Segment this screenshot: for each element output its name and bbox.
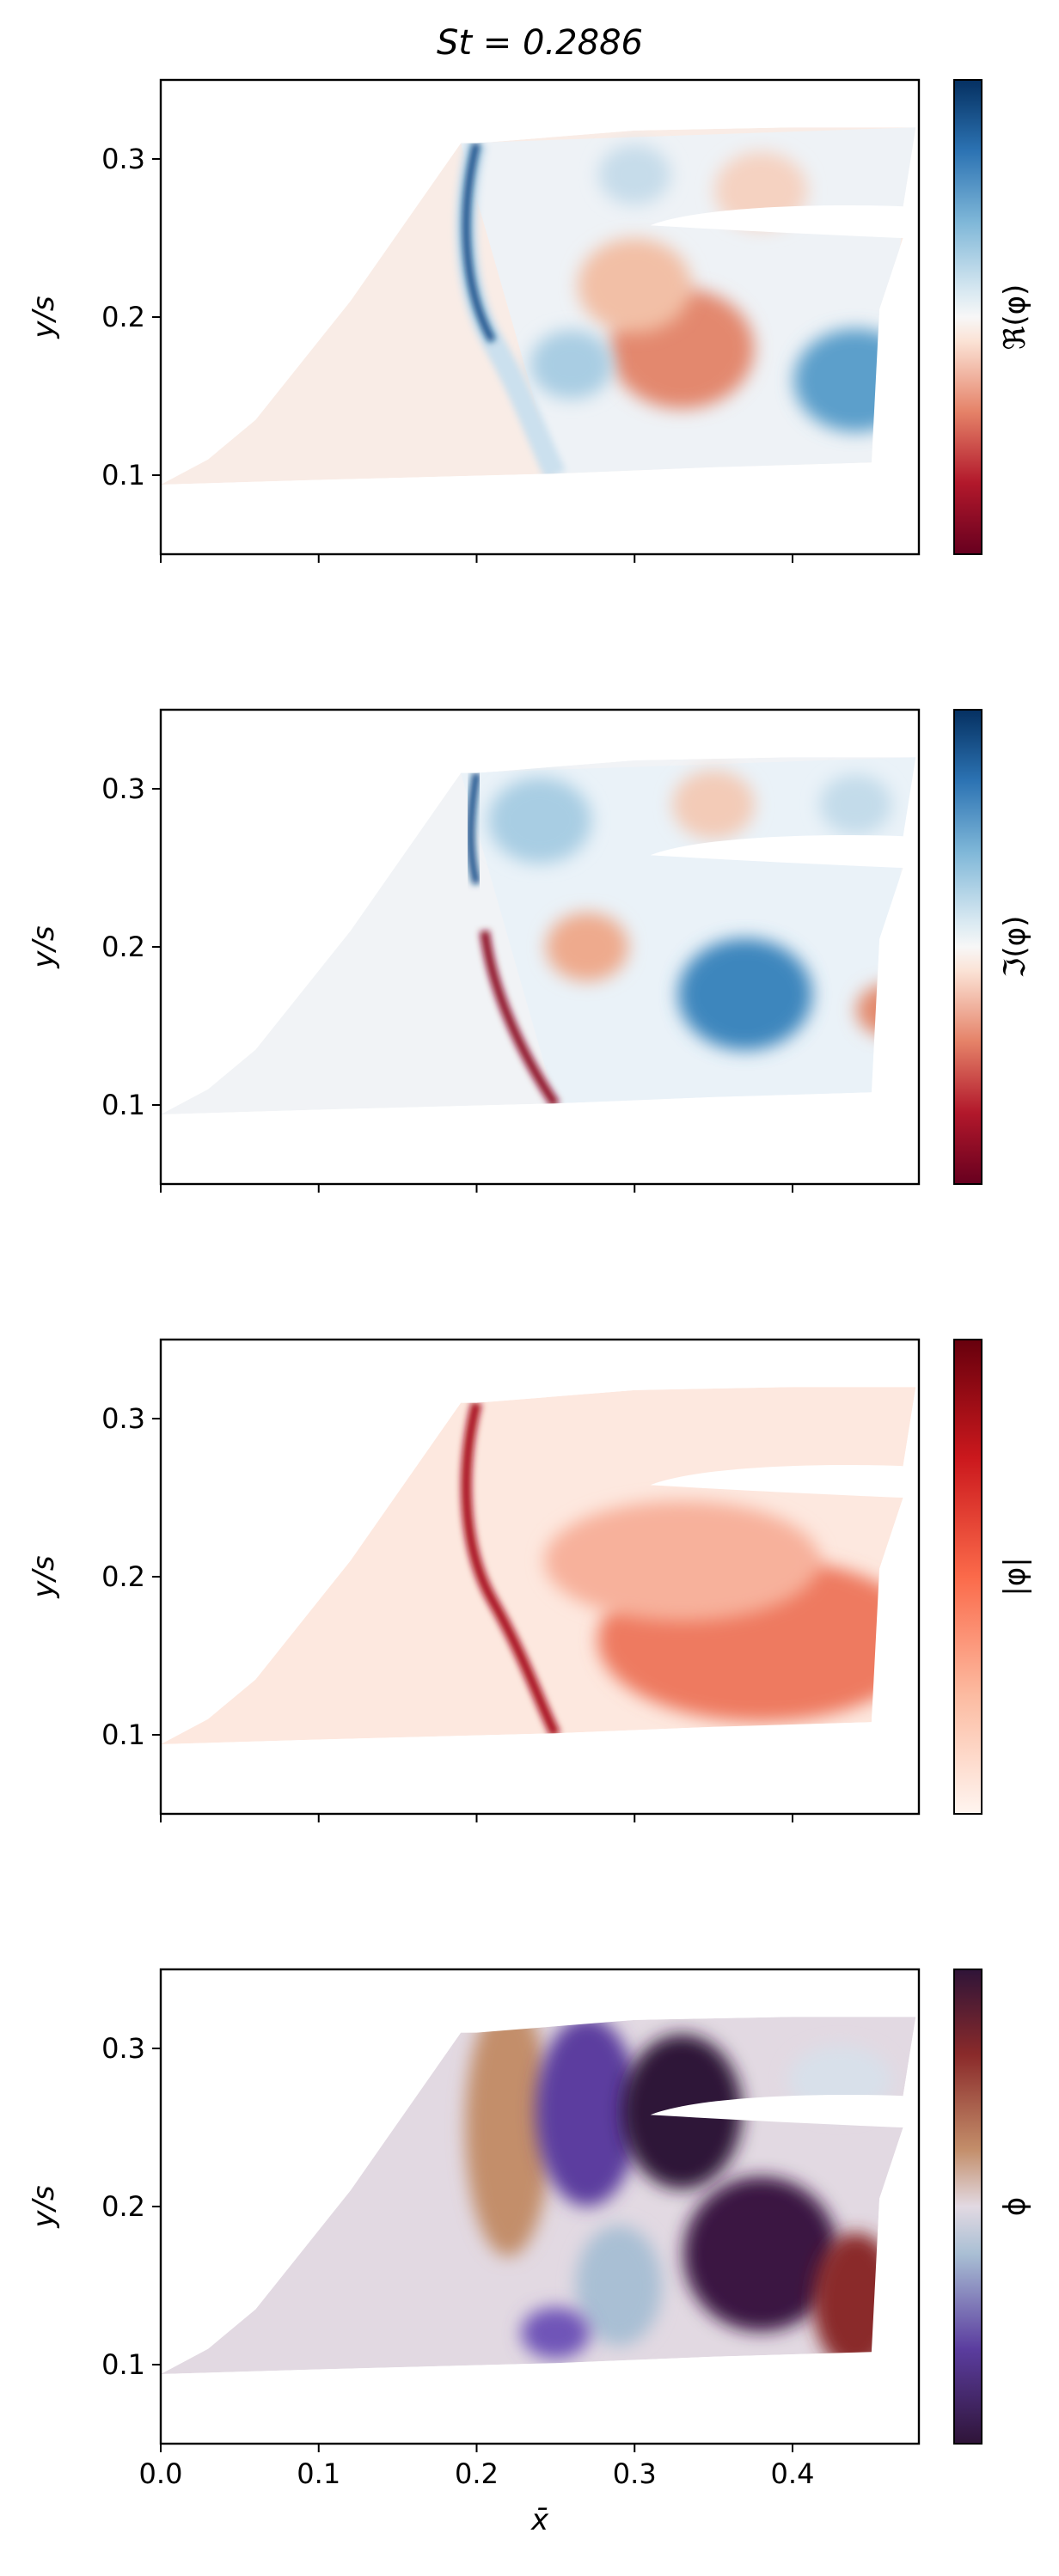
y-tick-label: 0.2: [101, 2190, 145, 2223]
phase-band-2: [536, 2017, 640, 2207]
chart-title: St = 0.2886: [437, 23, 643, 63]
colorbar: [953, 79, 982, 555]
colorbar-label: ℑ(φ): [998, 916, 1032, 979]
y-tick-label: 0.1: [101, 2348, 145, 2381]
y-tick-label: 0.2: [101, 1560, 145, 1593]
x-tick-label: 0.1: [297, 2457, 340, 2490]
y-tick-label: 0.3: [101, 2032, 145, 2065]
y-tick-label: 0.1: [101, 459, 145, 491]
y-tick-label: 0.2: [101, 301, 145, 333]
y-tick-label: 0.3: [101, 143, 145, 175]
y-tick-label: 0.1: [101, 1089, 145, 1121]
lobe-red-upper: [672, 770, 756, 839]
phase-band-6: [812, 2232, 899, 2371]
shock-line: [461, 1401, 560, 1737]
colorbar-label: ℜ(φ): [998, 284, 1032, 351]
phase-band-4: [575, 2225, 662, 2346]
panel-3: 0.1 0.2 0.3 y/s |φ|: [27, 1338, 1032, 1822]
panel-4: 0.1 0.2 0.3 0.0 0.1 0.2 0.3 0.4 y/s x̄ ϕ: [27, 1968, 1032, 2537]
lobe-blue-right: [819, 774, 892, 835]
shock-line-lower: [480, 930, 560, 1108]
y-axis-label: y/s: [27, 925, 61, 968]
y-tick-label: 0.2: [101, 931, 145, 963]
lobe-red-light: [578, 238, 692, 333]
x-axis-label: x̄: [530, 2503, 549, 2537]
shock-line-upper: [467, 772, 481, 885]
x-tick-label: 0.0: [139, 2457, 183, 2490]
field-plot: [161, 757, 916, 1114]
y-tick-label: 0.1: [101, 1718, 145, 1751]
phase-band-8: [521, 2307, 591, 2359]
y-tick-label: 0.3: [101, 1402, 145, 1435]
phase-band-1: [465, 2017, 552, 2256]
lobe-red-edge: [856, 984, 916, 1036]
blade-cutout: [650, 834, 903, 868]
colorbar: [953, 1339, 982, 1815]
lobe-blue-light: [530, 330, 613, 400]
lobe-blue: [677, 938, 812, 1051]
shock-line: [462, 142, 496, 343]
colorbar-label: ϕ: [998, 2197, 1032, 2216]
colorbar-label: |φ|: [998, 1557, 1032, 1596]
x-tick-label: 0.3: [613, 2457, 657, 2490]
y-axis-label: y/s: [27, 1555, 61, 1598]
blade-cutout: [650, 2094, 903, 2127]
panel-1: 0.1 0.2 0.3 y/s St = 0.2886 ℜ(φ): [27, 23, 1032, 563]
lobe-blue: [793, 328, 916, 432]
field-plot: [161, 1387, 916, 1744]
field-plot: [161, 127, 916, 485]
wake-mid: [544, 1500, 820, 1621]
y-axis-label: y/s: [27, 296, 61, 339]
colorbar: [953, 1969, 982, 2445]
x-tick-label: 0.2: [455, 2457, 499, 2490]
x-tick-label: 0.4: [771, 2457, 815, 2490]
lobe-blue-upper: [488, 777, 591, 864]
lobe-red: [546, 913, 629, 981]
blade-cutout: [650, 1464, 903, 1498]
lobe-blue-upper: [598, 144, 671, 205]
y-tick-label: 0.3: [101, 772, 145, 805]
field-plot: [161, 2017, 916, 2374]
panel-2: 0.1 0.2 0.3 y/s ℑ(φ): [27, 708, 1032, 1193]
blade-cutout: [650, 204, 903, 238]
y-axis-label: y/s: [27, 2185, 61, 2228]
phase-band-5: [683, 2176, 839, 2332]
colorbar: [953, 709, 982, 1185]
